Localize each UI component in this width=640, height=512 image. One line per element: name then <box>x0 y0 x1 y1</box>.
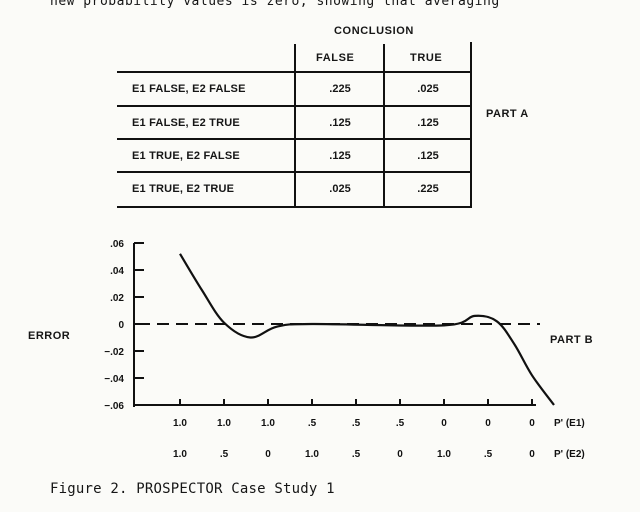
x-tick-label: .5 <box>220 449 229 460</box>
table-cell: .025 <box>417 83 439 95</box>
table-rule <box>117 71 472 73</box>
table-rule <box>117 138 472 140</box>
x-tick-label: .5 <box>308 418 317 429</box>
table-cell: .225 <box>417 183 439 195</box>
y-tick-label: −.06 <box>104 401 124 412</box>
part-b-label: PART B <box>550 334 594 346</box>
y-tick-label: .06 <box>110 239 124 250</box>
x-tick-label: 0 <box>441 418 447 429</box>
error-curve <box>179 253 555 406</box>
x-row-label: P' (E1) <box>554 418 585 429</box>
table-row-label: E1 TRUE, E2 TRUE <box>132 183 235 195</box>
table-cell: .125 <box>329 117 351 129</box>
table-divider <box>470 42 472 208</box>
table-row-label: E1 FALSE, E2 TRUE <box>132 117 240 129</box>
table-cell: .125 <box>329 150 351 162</box>
column-header-true: TRUE <box>410 52 443 64</box>
table-cell: .225 <box>329 83 351 95</box>
x-tick-label: 0 <box>397 449 403 460</box>
error-chart: .06 .04 .02 0 −.02 −.04 −.06 1.0 1.0 1.0 .5 .5 .5 0 0 0… <box>104 239 585 460</box>
y-tick-label: −.02 <box>104 347 124 358</box>
x-tick-label: .5 <box>396 418 405 429</box>
x-tick-label: 0 <box>529 449 535 460</box>
column-header-false: FALSE <box>316 52 355 64</box>
y-tick-label: −.04 <box>104 374 124 385</box>
y-tick-label: .04 <box>110 266 124 277</box>
table-cell: .125 <box>417 150 439 162</box>
table-row-label: E1 TRUE, E2 FALSE <box>132 150 240 162</box>
x-tick-label: .5 <box>352 449 361 460</box>
table-rule <box>117 206 472 208</box>
table-header-conclusion: CONCLUSION <box>334 25 414 37</box>
table-cell: .125 <box>417 117 439 129</box>
table-divider <box>294 44 296 208</box>
table-cell: .025 <box>329 183 351 195</box>
x-tick-label: 1.0 <box>437 449 451 460</box>
x-tick-label: 1.0 <box>217 418 231 429</box>
part-a-label: PART A <box>486 108 529 120</box>
x-tick-label: 0 <box>485 418 491 429</box>
x-tick-label: 1.0 <box>305 449 319 460</box>
x-tick-label: .5 <box>484 449 493 460</box>
figure-caption: Figure 2. PROSPECTOR Case Study 1 <box>50 481 335 497</box>
x-row-label: P' (E2) <box>554 449 585 460</box>
x-tick-label: 1.0 <box>261 418 275 429</box>
table-rule <box>117 171 472 173</box>
x-tick-label: .5 <box>352 418 361 429</box>
y-tick-label: 0 <box>118 320 124 331</box>
x-tick-label: 1.0 <box>173 418 187 429</box>
error-axis-label: ERROR <box>28 330 71 342</box>
body-text-line: new probability values is zero, showing … <box>50 0 500 9</box>
x-tick-label: 1.0 <box>173 449 187 460</box>
table-rule <box>117 105 472 107</box>
y-tick-label: .02 <box>110 293 124 304</box>
table-divider <box>383 44 385 208</box>
x-tick-label: 0 <box>529 418 535 429</box>
table-row-label: E1 FALSE, E2 FALSE <box>132 83 246 95</box>
x-tick-label: 0 <box>265 449 271 460</box>
